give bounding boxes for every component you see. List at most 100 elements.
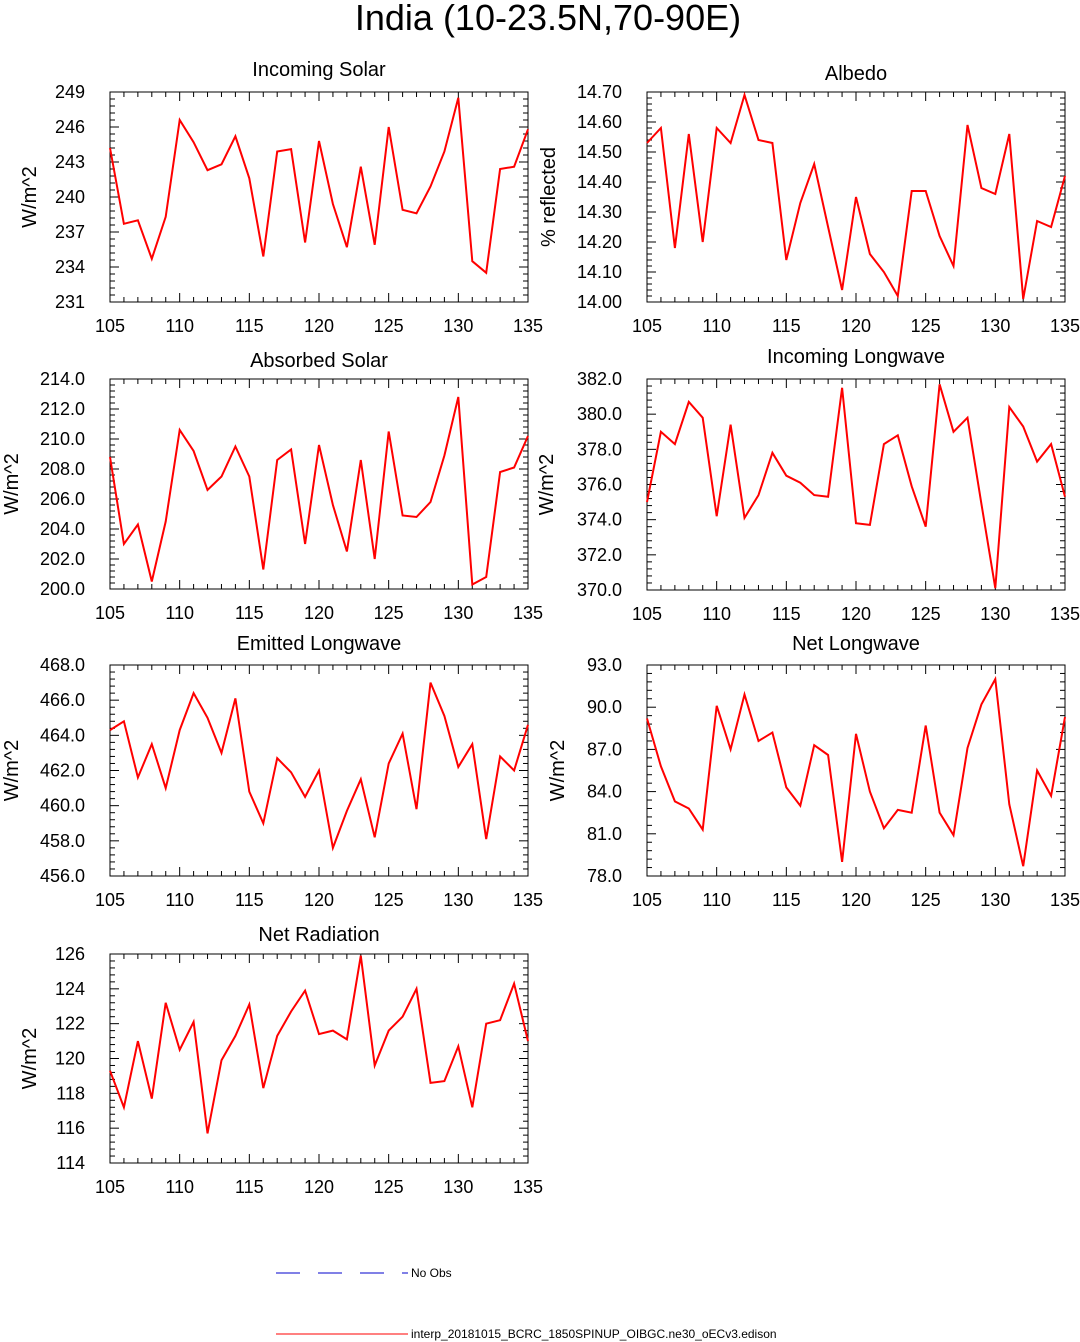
x-tick-label-emitted-longwave: 130 [443, 890, 473, 910]
series-line-incoming-longwave [646, 384, 1066, 589]
y-axis-label-absorbed-solar: W/m^2 [1, 453, 23, 515]
x-tick-label-net-radiation: 130 [443, 1177, 473, 1197]
plot-frame-net-radiation [109, 953, 529, 1164]
y-axis-label-incoming-solar: W/m^2 [19, 166, 41, 228]
x-tick-label-emitted-longwave: 110 [165, 890, 194, 910]
x-tick-label-albedo: 115 [772, 316, 801, 336]
x-tick-label-absorbed-solar: 125 [374, 603, 404, 623]
x-tick-label-net-radiation: 120 [304, 1177, 334, 1197]
x-tick-label-incoming-solar: 110 [165, 316, 194, 336]
series-line-absorbed-solar [109, 396, 529, 587]
y-tick-label-albedo: 14.10 [577, 262, 622, 282]
y-tick-label-emitted-longwave: 460.0 [40, 796, 85, 816]
x-tick-label-albedo: 125 [911, 316, 941, 336]
x-tick-label-incoming-solar: 130 [443, 316, 473, 336]
panel-emitted-longwave: Emitted Longwave W/m^2 105 110 115 120 125 130 1… [1, 633, 543, 910]
x-tick-label-incoming-solar: 120 [304, 316, 334, 336]
y-axis-label-incoming-longwave: W/m^2 [536, 454, 558, 516]
y-axis-label-net-longwave: W/m^2 [547, 740, 569, 802]
x-tick-label-albedo: 135 [1050, 316, 1080, 336]
panels: Incoming Solar W/m^2 105 110 115 120 125 130 135… [1, 59, 1080, 1197]
y-tick-label-incoming-solar: 231 [55, 292, 85, 312]
y-tick-label-absorbed-solar: 214.0 [40, 369, 85, 389]
x-tick-label-emitted-longwave: 125 [374, 890, 404, 910]
y-tick-label-net-radiation: 124 [55, 979, 85, 999]
x-tick-label-emitted-longwave: 105 [95, 890, 125, 910]
x-tick-label-albedo: 130 [980, 316, 1010, 336]
panel-title-emitted-longwave: Emitted Longwave [237, 633, 402, 655]
y-tick-label-absorbed-solar: 200.0 [40, 579, 85, 599]
x-tick-label-absorbed-solar: 105 [95, 603, 125, 623]
x-tick-label-absorbed-solar: 115 [235, 603, 264, 623]
panel-title-absorbed-solar: Absorbed Solar [250, 350, 388, 372]
y-tick-label-incoming-solar: 246 [55, 117, 85, 137]
y-tick-label-emitted-longwave: 468.0 [40, 655, 85, 675]
y-tick-label-albedo: 14.40 [577, 172, 622, 192]
y-tick-label-net-longwave: 93.0 [587, 655, 622, 675]
x-tick-label-incoming-longwave: 135 [1050, 604, 1080, 624]
y-tick-label-albedo: 14.20 [577, 232, 622, 252]
y-tick-label-incoming-longwave: 382.0 [577, 369, 622, 389]
y-tick-label-albedo: 14.50 [577, 142, 622, 162]
x-tick-label-net-radiation: 125 [374, 1177, 404, 1197]
y-tick-label-net-longwave: 87.0 [587, 739, 622, 759]
y-tick-label-absorbed-solar: 206.0 [40, 489, 85, 509]
panel-title-net-radiation: Net Radiation [258, 924, 379, 946]
y-tick-label-incoming-longwave: 376.0 [577, 475, 622, 495]
legend-obs-label: No Obs [411, 1266, 452, 1280]
x-tick-label-incoming-longwave: 125 [911, 604, 941, 624]
y-tick-label-incoming-longwave: 372.0 [577, 545, 622, 565]
y-tick-label-absorbed-solar: 212.0 [40, 399, 85, 419]
y-tick-label-incoming-solar: 243 [55, 152, 85, 172]
series-line-net-radiation [109, 955, 529, 1134]
x-tick-label-incoming-longwave: 130 [980, 604, 1010, 624]
x-tick-label-albedo: 110 [702, 316, 731, 336]
panel-incoming-longwave: Incoming Longwave W/m^2 105 110 115 120 125 130… [536, 346, 1080, 624]
panel-incoming-solar: Incoming Solar W/m^2 105 110 115 120 125 130 135… [19, 59, 543, 336]
y-tick-label-incoming-longwave: 370.0 [577, 580, 622, 600]
y-tick-label-net-radiation: 118 [56, 1083, 85, 1103]
legend-model-label: interp_20181015_BCRC_1850SPINUP_OIBGC.ne… [411, 1327, 777, 1341]
panel-net-radiation: Net Radiation W/m^2 105 110 115 120 125 130 135 1… [19, 924, 543, 1197]
y-tick-label-net-longwave: 81.0 [587, 824, 622, 844]
x-tick-label-emitted-longwave: 120 [304, 890, 334, 910]
x-tick-label-net-radiation: 110 [165, 1177, 194, 1197]
panel-net-longwave: Net Longwave W/m^2 105 110 115 120 125 130 135 78… [547, 633, 1080, 910]
x-tick-label-net-longwave: 105 [632, 890, 662, 910]
y-tick-label-emitted-longwave: 464.0 [40, 725, 85, 745]
panel-title-incoming-solar: Incoming Solar [252, 59, 386, 81]
x-tick-label-net-longwave: 110 [702, 890, 731, 910]
x-tick-label-net-radiation: 135 [513, 1177, 543, 1197]
x-tick-label-net-longwave: 120 [841, 890, 871, 910]
y-tick-label-net-longwave: 90.0 [587, 697, 622, 717]
y-tick-label-net-radiation: 122 [55, 1014, 85, 1034]
y-axis-label-emitted-longwave: W/m^2 [1, 740, 23, 802]
y-tick-label-net-radiation: 120 [55, 1049, 85, 1069]
series-line-emitted-longwave [109, 682, 529, 852]
panel-absorbed-solar: Absorbed Solar W/m^2 105 110 115 120 125 130 135… [1, 350, 543, 623]
x-tick-label-net-longwave: 125 [911, 890, 941, 910]
y-tick-label-emitted-longwave: 462.0 [40, 761, 85, 781]
x-tick-label-absorbed-solar: 135 [513, 603, 543, 623]
x-tick-label-net-longwave: 130 [980, 890, 1010, 910]
x-tick-label-emitted-longwave: 135 [513, 890, 543, 910]
y-tick-label-emitted-longwave: 458.0 [40, 831, 85, 851]
y-tick-label-net-radiation: 114 [56, 1153, 85, 1173]
y-tick-label-incoming-longwave: 374.0 [577, 510, 622, 530]
x-tick-label-emitted-longwave: 115 [235, 890, 264, 910]
x-tick-label-incoming-solar: 125 [374, 316, 404, 336]
x-tick-label-net-radiation: 115 [235, 1177, 264, 1197]
y-tick-label-albedo: 14.30 [577, 202, 622, 222]
y-tick-label-emitted-longwave: 466.0 [40, 690, 85, 710]
y-tick-label-net-longwave: 78.0 [587, 866, 622, 886]
x-tick-label-incoming-longwave: 115 [772, 604, 801, 624]
y-tick-label-incoming-solar: 249 [55, 82, 85, 102]
x-tick-label-incoming-longwave: 110 [702, 604, 731, 624]
series-line-net-longwave [646, 675, 1066, 867]
y-tick-label-incoming-solar: 237 [55, 222, 85, 242]
y-tick-label-albedo: 14.60 [577, 112, 622, 132]
x-tick-label-absorbed-solar: 120 [304, 603, 334, 623]
y-tick-label-net-radiation: 126 [55, 944, 85, 964]
y-tick-label-absorbed-solar: 210.0 [40, 429, 85, 449]
